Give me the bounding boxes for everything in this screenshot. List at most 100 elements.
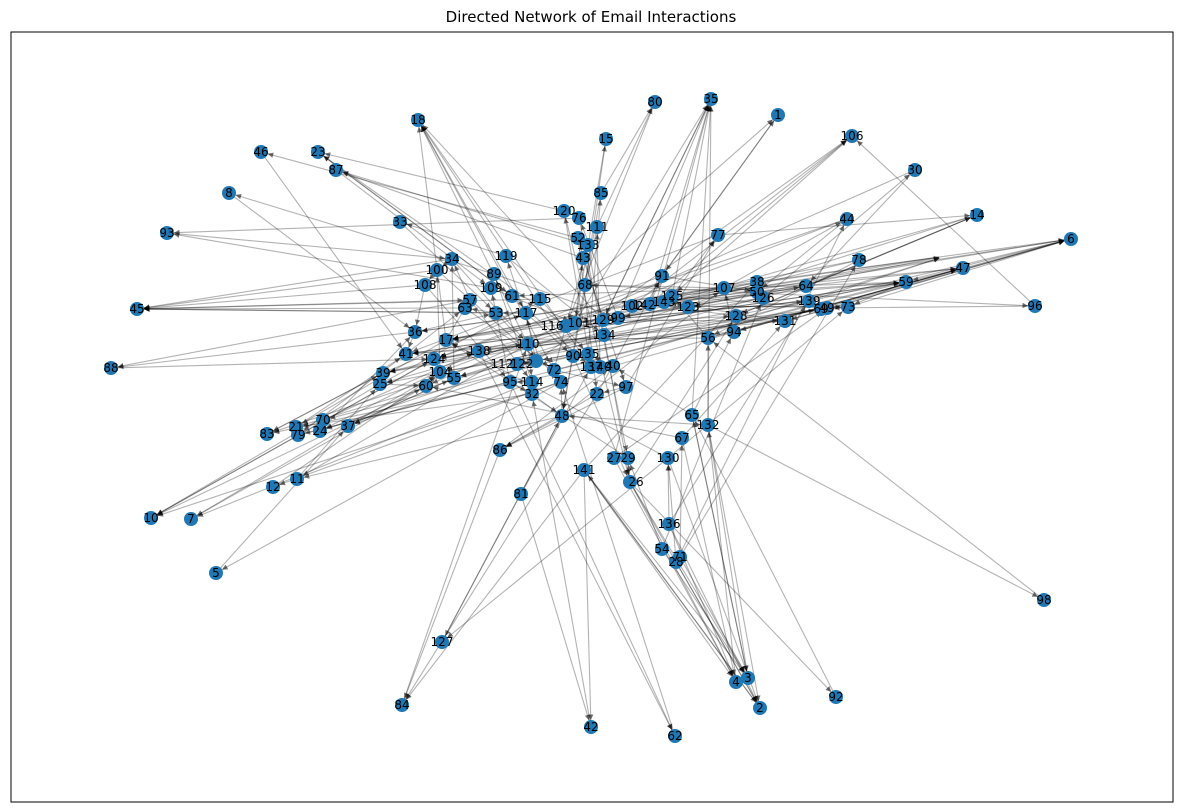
node-label-10: 10 — [143, 511, 158, 525]
edge-24-36 — [324, 336, 411, 427]
edge-136-130 — [665, 464, 671, 518]
edge-130-2 — [669, 464, 759, 702]
node-18 — [411, 113, 425, 127]
node-41 — [399, 347, 413, 361]
edge-48-74 — [558, 388, 565, 410]
node-94 — [727, 325, 741, 339]
node-100 — [430, 263, 444, 277]
edge-63-45 — [143, 306, 459, 312]
node-140 — [593, 360, 607, 374]
node-label-70: 70 — [315, 413, 330, 427]
node-14 — [970, 208, 984, 222]
edge-143-47 — [670, 266, 957, 302]
node-62 — [668, 729, 682, 743]
node-label-6: 6 — [1067, 232, 1075, 246]
edge-132-98 — [713, 427, 1039, 598]
edge-39-83 — [272, 375, 378, 432]
node-label-67: 67 — [674, 431, 689, 445]
edge-12-104 — [278, 375, 435, 484]
node-label-134: 134 — [593, 328, 616, 342]
edge-23-61 — [323, 155, 507, 293]
edge-45-57 — [143, 297, 464, 310]
node-78 — [852, 253, 866, 267]
node-label-36: 36 — [407, 325, 422, 339]
edge-101-43 — [575, 264, 585, 317]
node-label-17: 17 — [438, 333, 453, 347]
edge-142-106 — [655, 140, 847, 300]
node-label-56: 56 — [700, 331, 715, 345]
node-117 — [519, 306, 533, 320]
node-label-59: 59 — [898, 275, 913, 289]
node-label-89: 89 — [486, 267, 501, 281]
node-83 — [260, 427, 274, 441]
node-44 — [840, 212, 854, 226]
node-6 — [1064, 232, 1078, 246]
edge-layer — [117, 104, 1065, 731]
node-135 — [581, 347, 595, 361]
edge-111-80 — [599, 108, 653, 221]
node-17 — [439, 333, 453, 347]
edge-41-59 — [412, 281, 900, 354]
node-42 — [584, 720, 598, 734]
node-34 — [445, 252, 459, 266]
node-label-18: 18 — [410, 113, 425, 127]
node-label-79: 79 — [290, 428, 305, 442]
node-27 — [607, 451, 621, 465]
edge-129-18 — [422, 124, 599, 316]
node-label-101: 101 — [568, 316, 591, 330]
node-47 — [956, 261, 970, 275]
node-104 — [433, 365, 447, 379]
node-label-125: 125 — [661, 289, 684, 303]
node-25 — [373, 377, 387, 391]
node-label-48: 48 — [554, 409, 569, 423]
edge-3-65 — [691, 421, 748, 672]
edge-72-133 — [555, 251, 588, 364]
node-128 — [729, 309, 743, 323]
node-54 — [655, 542, 669, 556]
edge-38-6 — [763, 237, 1065, 282]
node-label-120: 120 — [553, 204, 576, 218]
edge-117-90 — [530, 317, 569, 352]
edge-90-18 — [421, 125, 570, 351]
node-37 — [341, 419, 355, 433]
edge-120-23 — [324, 152, 558, 210]
node-93 — [160, 226, 174, 240]
edge-125-77 — [675, 240, 715, 291]
node-71 — [673, 550, 687, 564]
plot-frame — [10, 31, 1174, 803]
node-92 — [829, 690, 843, 704]
node-2 — [753, 701, 767, 715]
edge-137-120 — [563, 217, 591, 361]
edge-141-2 — [587, 475, 757, 703]
edge-86-84 — [403, 456, 499, 699]
node-138 — [472, 344, 486, 358]
edge-74-5 — [221, 384, 556, 571]
edge-53-45 — [143, 306, 490, 314]
node-label-45: 45 — [129, 302, 144, 316]
edge-7-60 — [196, 388, 421, 517]
edge-119-33 — [406, 223, 500, 255]
edge-98-56 — [713, 341, 1039, 597]
node-108 — [418, 278, 432, 292]
node-55 — [447, 371, 461, 385]
node-label-107: 107 — [713, 281, 736, 295]
node-15 — [599, 132, 613, 146]
node-127 — [435, 635, 449, 649]
node-74 — [554, 375, 568, 389]
node-122 — [510, 357, 524, 371]
node-69 — [814, 302, 828, 316]
node-112 — [529, 354, 543, 368]
node-label-85: 85 — [593, 186, 608, 200]
edge-30-64 — [810, 174, 911, 282]
node-label-124: 124 — [423, 352, 446, 366]
edge-123-19 — [694, 255, 940, 307]
node-label-87: 87 — [328, 163, 343, 177]
edge-89-99 — [500, 275, 612, 317]
edge-56-17 — [452, 337, 702, 343]
node-label-29: 29 — [620, 451, 635, 465]
edge-32-48 — [537, 397, 557, 413]
node-label-95: 95 — [502, 375, 517, 389]
node-label-60: 60 — [418, 379, 433, 393]
edge-104-7 — [196, 375, 435, 516]
